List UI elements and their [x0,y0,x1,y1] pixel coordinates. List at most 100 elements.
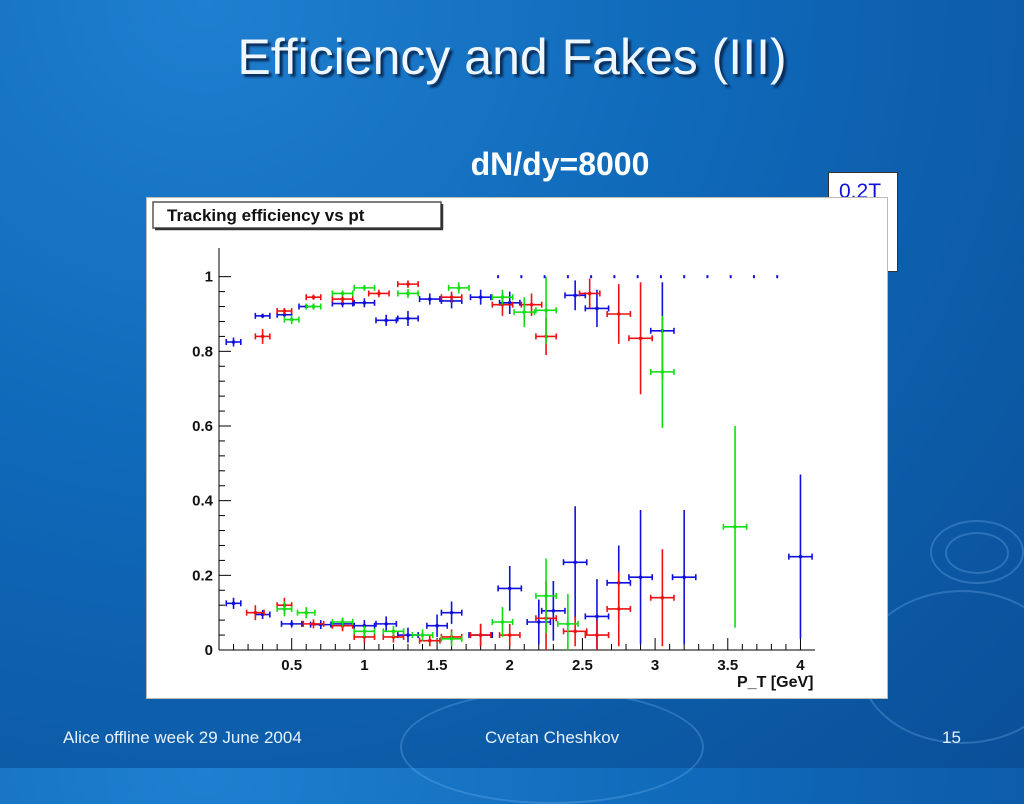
data-point [535,558,558,634]
data-point [426,614,449,637]
x-tick-label: 1 [360,657,368,674]
data-point [305,303,322,310]
marker [362,629,367,634]
data-point [225,337,242,347]
data-point [305,294,322,301]
marker [507,633,512,637]
data-point [280,620,303,628]
footer-author: Cvetan Cheshkov [485,728,620,747]
data-point [331,295,354,303]
marker [449,295,454,299]
data-point [628,282,653,395]
marker [406,633,410,637]
marker [660,370,665,374]
marker [573,560,577,565]
background-ripple [930,520,1024,584]
x-tick-label: 1.5 [427,657,448,674]
x-tick-label: 0.5 [281,657,302,674]
marker [362,286,367,290]
data-point [722,426,748,628]
marker [406,316,410,321]
marker [231,601,236,606]
x-tick-label: 4 [796,657,805,674]
marker [478,633,483,637]
data-point [353,625,376,637]
data-point [440,631,463,647]
data-point [353,631,376,643]
x-tick-label: 3 [651,657,659,674]
data-point [245,605,265,621]
footer-event: Alice offline week 29 June 2004 [63,728,302,747]
data-point [331,290,354,297]
data-point [562,616,588,647]
marker [457,286,461,290]
data-point [540,580,566,641]
marker [551,609,556,613]
marker [537,620,541,624]
slide-title: Efficiency and Fakes (III) [237,29,787,85]
x-axis-label: P_T [GeV] [737,674,813,691]
data-point [584,620,610,650]
marker [660,595,665,600]
data-point [606,284,632,344]
marker [231,340,236,344]
marker [384,622,388,626]
footer-page-number: 15 [942,728,961,747]
marker [616,607,621,611]
marker [573,293,577,298]
marker [362,301,367,305]
data-point [788,474,813,639]
marker [500,295,505,299]
marker [340,297,345,301]
data-point [411,629,434,641]
data-point [469,289,492,305]
y-tick-label: 0.8 [192,343,213,360]
data-point [671,510,697,645]
marker [406,282,410,286]
data-point [469,623,492,647]
marker [573,629,577,634]
data-point [562,506,588,619]
data-point [276,308,293,315]
data-point [283,315,300,325]
data-point [440,291,463,303]
marker [449,637,454,641]
marker [282,312,287,317]
data-point [375,616,398,632]
background-ripple [945,532,1009,574]
marker [391,635,396,639]
marker [340,620,345,624]
marker [500,620,505,624]
marker [566,622,570,626]
chart-panel: Tracking efficiency vs pt P_T [GeV] 0.5 1… [146,197,888,699]
data-point [447,282,470,294]
data-point [649,549,675,647]
x-tick-label: 2.5 [572,657,593,674]
marker [595,614,599,619]
data-point [296,607,316,619]
data-point [491,607,514,637]
data-point [418,293,441,305]
marker [420,633,425,637]
marker [427,638,432,643]
data-point [491,289,514,305]
data-point [535,276,558,344]
data-point [375,314,398,326]
marker [798,554,803,559]
data-point [397,280,419,288]
marker [253,610,258,615]
marker [733,525,737,529]
marker [260,334,265,339]
marker [282,607,287,611]
data-point [353,298,376,308]
marker [682,575,686,579]
marker [304,610,309,615]
y-tick-label: 0.6 [192,418,213,435]
data-point [254,610,271,620]
marker [595,306,599,311]
marker [435,623,439,628]
marker [289,317,294,322]
y-tick-label: 0.2 [192,567,213,584]
marker [427,297,432,301]
data-point [397,311,419,326]
